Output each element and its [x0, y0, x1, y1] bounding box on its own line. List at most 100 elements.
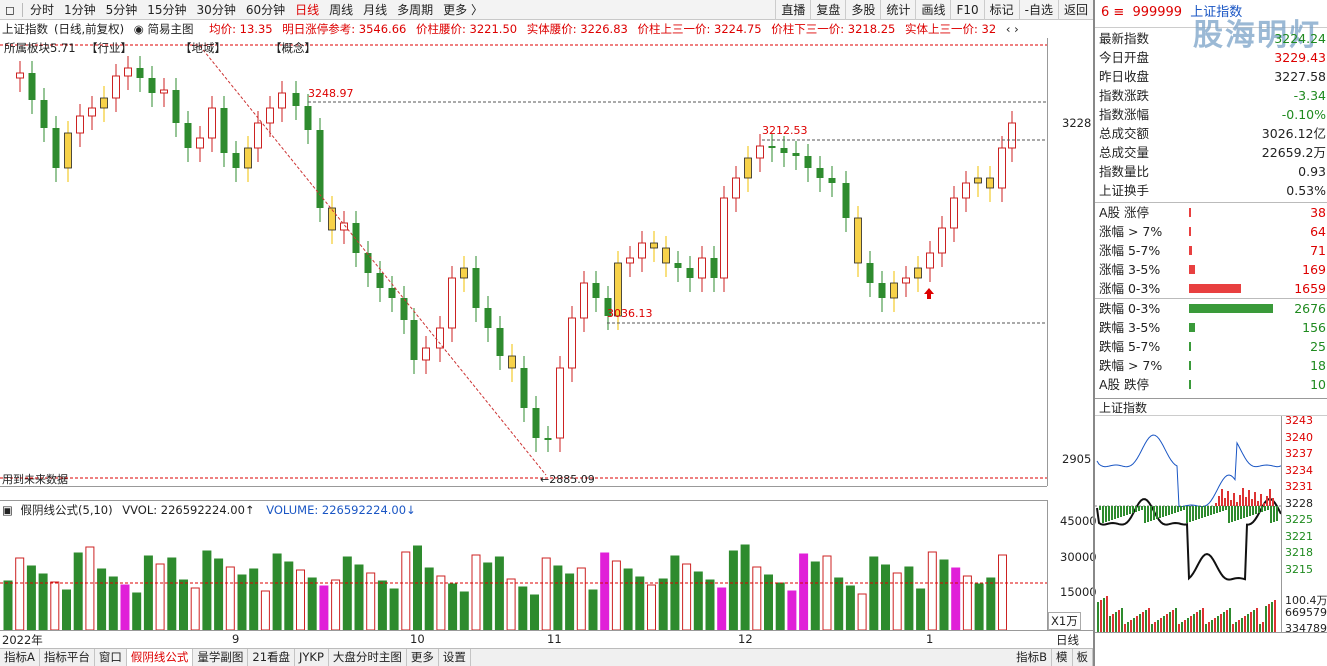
square-icon[interactable]: ◻: [5, 2, 15, 17]
mini-volume-bar: [1202, 608, 1204, 632]
mini-breadth-bar: [1245, 497, 1247, 506]
tab-multi-period[interactable]: 多周期: [397, 2, 434, 17]
quote-row-label: 昨日收盘: [1099, 69, 1150, 84]
industry-label[interactable]: 【行业】: [86, 41, 132, 55]
stats-button[interactable]: 统计: [880, 0, 915, 20]
volume-formula-name: 假阴线公式(5,10): [20, 503, 113, 517]
candle-body: [626, 257, 634, 264]
tab-indicator-b[interactable]: 指标B: [1012, 649, 1052, 666]
breadth-bar: [1189, 265, 1195, 274]
mini-breadth-bar: [1183, 506, 1185, 510]
back-button[interactable]: 返回: [1057, 0, 1093, 20]
mini-axis-label: 3221: [1285, 529, 1313, 543]
tab-60min[interactable]: 60分钟: [245, 2, 286, 17]
quote-row: 指数涨幅 -0.10%: [1095, 105, 1327, 124]
volume-bar: [635, 576, 645, 630]
mini-breadth-bar: [1269, 489, 1271, 506]
candle-body: [804, 156, 812, 168]
mini-axis-label: 669579: [1285, 606, 1327, 619]
mini-breadth-bar: [1273, 506, 1275, 522]
volume-chart[interactable]: [0, 518, 1047, 630]
volume-bar: [97, 568, 107, 630]
tab-5min[interactable]: 5分钟: [105, 2, 138, 17]
mini-breadth-bar: [1099, 506, 1101, 510]
main-chart-selector[interactable]: ◉ 简易主图: [133, 22, 194, 36]
volume-bar: [366, 572, 376, 630]
replay-button[interactable]: 复盘: [810, 0, 845, 20]
candle-body: [232, 153, 240, 168]
volume-bar: [179, 579, 188, 630]
quote-row: 上证换手 0.53%: [1095, 181, 1327, 200]
candle-body: [508, 355, 516, 369]
volume-bar: [588, 589, 598, 630]
concept-label[interactable]: 【概念】: [270, 41, 316, 55]
multi-stock-button[interactable]: 多股: [845, 0, 880, 20]
tab-indicator-a[interactable]: 指标A: [0, 649, 40, 666]
candle-body: [136, 68, 144, 78]
mini-axis-label: 3234: [1285, 463, 1313, 477]
volume-bar: [190, 587, 200, 630]
mini-breadth-bar: [1218, 496, 1220, 506]
tab-template[interactable]: 模: [1052, 649, 1073, 666]
candle-body: [710, 258, 718, 278]
price-label-low: 3036.13: [607, 307, 653, 320]
volume-bar: [541, 557, 551, 630]
mini-breadth-bar: [1192, 506, 1194, 521]
index-title[interactable]: 上证指数: [1190, 5, 1243, 20]
remove-watchlist-button[interactable]: -自选: [1018, 0, 1058, 20]
tab-monthly[interactable]: 月线: [363, 2, 388, 17]
x-label-period: 日线: [1056, 633, 1079, 647]
f10-button[interactable]: F10: [950, 0, 983, 20]
mini-volume-bar: [1205, 624, 1207, 632]
mini-timeshare-chart[interactable]: [1095, 416, 1327, 632]
tab-window[interactable]: 窗口: [95, 649, 127, 666]
mini-breadth-bar: [1135, 506, 1137, 512]
tab-daily[interactable]: 日线: [295, 2, 320, 17]
tab-more-bottom[interactable]: 更多: [407, 649, 439, 666]
tab-15min[interactable]: 15分钟: [147, 2, 187, 17]
mini-volume-bar: [1271, 602, 1273, 632]
mark-button[interactable]: 标记: [983, 0, 1019, 20]
volume-value: VOLUME: 226592224.00↓: [266, 503, 416, 517]
index-code: 999999: [1132, 5, 1183, 20]
tab-fake-yin-formula[interactable]: 假阴线公式: [126, 649, 194, 666]
volume-bar: [494, 556, 504, 630]
candle-body: [792, 153, 800, 156]
volume-bar: [775, 582, 785, 630]
prev-next-arrows[interactable]: ‹ ›: [1005, 22, 1019, 36]
tab-jykp[interactable]: JYKP: [295, 649, 329, 666]
volume-bar: [214, 558, 224, 630]
tab-board[interactable]: 板: [1073, 649, 1093, 666]
live-button[interactable]: 直播: [775, 0, 810, 20]
indicator-tabs-bar: 指标A 指标平台 窗口 假阴线公式 量学副图 21看盘 JYKP 大盘分时主图 …: [0, 648, 1093, 666]
breadth-row: 涨幅 > 7% 64: [1095, 222, 1327, 241]
tab-settings[interactable]: 设置: [439, 649, 471, 666]
tab-1min[interactable]: 1分钟: [63, 2, 96, 17]
candle-body: [614, 262, 622, 317]
draw-line-button[interactable]: 画线: [915, 0, 950, 20]
tab-21-board[interactable]: 21看盘: [248, 649, 296, 666]
tab-30min[interactable]: 30分钟: [196, 2, 236, 17]
volume-bar: [342, 556, 352, 630]
quote-row: 最新指数 3224.24: [1095, 29, 1327, 48]
mini-breadth-bar: [1254, 492, 1256, 506]
axis-label-bottom: 2905: [1062, 452, 1092, 466]
volume-bar: [822, 555, 832, 630]
mini-volume-bar: [1190, 616, 1192, 632]
mini-breadth-bar: [1162, 506, 1164, 517]
candlestick-chart[interactable]: 所属板块5.71 【行业】 【地域】 【概念】 3248.97 3212.53 …: [0, 38, 1047, 486]
tab-indicator-platform[interactable]: 指标平台: [40, 649, 95, 666]
volume-bar: [132, 592, 142, 630]
tab-fenshi[interactable]: 分时: [29, 2, 54, 17]
body-upper-third-price: 实体上三一价: 32: [905, 22, 997, 36]
tab-volume-sub[interactable]: 量学副图: [193, 649, 249, 666]
tab-market-timeshare[interactable]: 大盘分时主图: [329, 649, 407, 666]
region-label[interactable]: 【地域】: [180, 41, 226, 55]
tab-more[interactable]: 更多 〉: [443, 2, 483, 17]
tab-weekly[interactable]: 周线: [329, 2, 354, 17]
volume-bar: [108, 576, 118, 630]
volume-bar: [436, 575, 446, 630]
mini-volume-bar: [1259, 624, 1261, 632]
mini-volume-bar: [1178, 624, 1180, 632]
settings-icon[interactable]: ▣: [2, 503, 13, 517]
